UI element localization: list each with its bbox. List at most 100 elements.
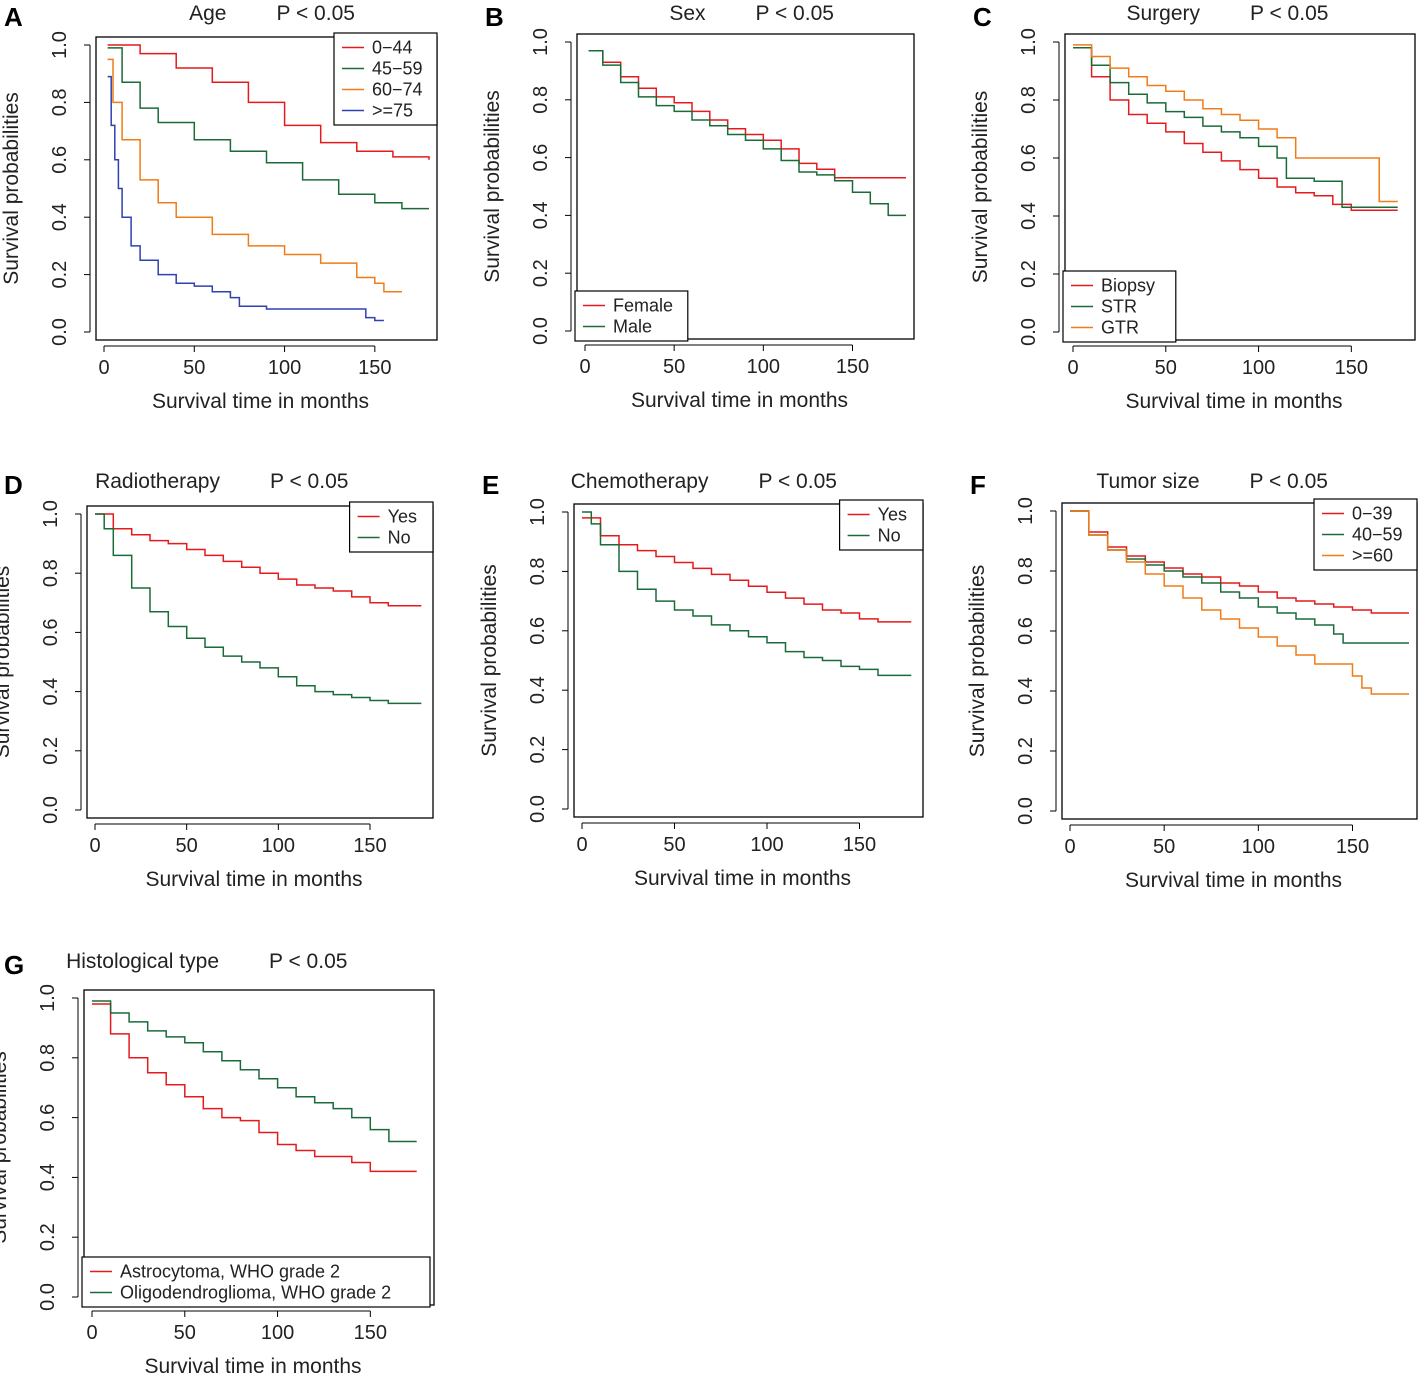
p-value-label: P < 0.05: [1250, 2, 1328, 25]
y-tick-label: 0.2: [49, 261, 71, 289]
panel-letter: F: [970, 470, 986, 500]
plot-frame: [86, 505, 434, 819]
panel-title: Surgery: [1126, 2, 1200, 25]
y-tick-label: 0.2: [37, 1223, 59, 1251]
plot-frame: [573, 503, 924, 818]
y-tick-label: 0.0: [1018, 318, 1040, 346]
p-value-label: P < 0.05: [269, 950, 347, 973]
x-tick-label: 50: [183, 357, 205, 379]
panel-title: Chemotherapy: [571, 470, 709, 493]
y-axis-title: Survival probabilities: [0, 1051, 11, 1244]
x-tick-label: 100: [1242, 357, 1275, 379]
legend-label: 0−39: [1352, 504, 1393, 524]
plot-frame: [1064, 33, 1416, 341]
km-panel-f: F Tumor size P < 0.05 0 50 100 150 Survival tim…: [966, 470, 1418, 892]
y-tick-label: 0.2: [530, 259, 552, 287]
y-tick-label: 0.0: [40, 796, 62, 824]
legend-label: Astrocytoma, WHO grade 2: [120, 1262, 340, 1282]
y-tick-label: 1.0: [530, 28, 552, 56]
survival-curve-1: [92, 1000, 417, 1143]
y-tick-label: 0.4: [530, 201, 552, 229]
panel-title: Sex: [669, 2, 706, 25]
legend-box: [349, 501, 434, 553]
panel-title: Age: [189, 2, 226, 25]
y-axis-title: Survival probabilities: [0, 92, 23, 285]
survival-curve-1: [95, 513, 422, 705]
plot-frame: [1061, 502, 1418, 820]
y-tick-label: 0.4: [1015, 677, 1037, 705]
y-tick-label: 0.0: [1015, 797, 1037, 825]
legend: Astrocytoma, WHO grade 2Oligodendrogliom…: [81, 1256, 431, 1308]
y-tick-label: 0.6: [527, 617, 549, 645]
x-tick-label: 100: [747, 356, 780, 378]
survival-curve-2: [107, 58, 402, 293]
plot-frame: [576, 33, 915, 340]
p-value-label: P < 0.05: [1250, 470, 1328, 493]
panel-letter: D: [4, 470, 23, 500]
y-axis-title: Survival probabilities: [0, 566, 14, 759]
legend-label: Yes: [388, 507, 417, 527]
y-tick-label: 0.2: [1015, 737, 1037, 765]
y-tick-label: 0.6: [37, 1104, 59, 1132]
y-tick-label: 0.8: [1018, 86, 1040, 114]
survival-curve-2: [1070, 510, 1409, 695]
y-tick-label: 0.8: [530, 86, 552, 114]
y-tick-label: 1.0: [1015, 497, 1037, 525]
x-tick-label: 100: [261, 1322, 294, 1344]
x-tick-label: 50: [176, 835, 198, 857]
legend-label: Male: [613, 317, 652, 337]
y-tick-label: 0.2: [527, 736, 549, 764]
y-tick-label: 1.0: [527, 498, 549, 526]
y-axis-title: Survival probabilities: [966, 565, 989, 758]
x-tick-label: 100: [268, 357, 301, 379]
survival-curve-0: [95, 513, 422, 607]
y-tick-label: 0.6: [49, 146, 71, 174]
y-tick-label: 1.0: [49, 31, 71, 59]
panel-letter: G: [4, 950, 24, 980]
y-tick-label: 1.0: [40, 500, 62, 528]
km-panel-g: G Histological type P < 0.05 0 50 100 150 Survi…: [0, 950, 435, 1378]
y-tick-label: 0.6: [530, 144, 552, 172]
y-tick-label: 1.0: [37, 984, 59, 1012]
survival-curve-3: [107, 75, 384, 322]
survival-curve-0: [1073, 47, 1398, 211]
y-tick-label: 0.6: [1018, 144, 1040, 172]
survival-curve-0: [588, 49, 906, 179]
x-tick-label: 0: [576, 834, 587, 856]
legend-label: >=75: [372, 101, 413, 121]
y-tick-label: 0.4: [1018, 202, 1040, 230]
x-axis-title: Survival time in months: [631, 389, 848, 412]
p-value-label: P < 0.05: [270, 470, 348, 493]
x-tick-label: 0: [86, 1322, 97, 1344]
panel-letter: A: [4, 2, 23, 32]
y-tick-label: 0.8: [527, 557, 549, 585]
y-axis-title: Survival probabilities: [969, 91, 992, 284]
x-tick-label: 100: [1242, 836, 1275, 858]
x-tick-label: 150: [1335, 357, 1368, 379]
legend-box: [574, 290, 689, 342]
x-axis-title: Survival time in months: [634, 867, 851, 890]
legend-label: STR: [1101, 297, 1137, 317]
x-tick-label: 0: [89, 835, 100, 857]
survival-curve-1: [1073, 47, 1398, 209]
x-tick-label: 0: [98, 357, 109, 379]
y-tick-label: 0.0: [49, 318, 71, 346]
panel-letter: B: [485, 2, 504, 32]
legend-label: 0−44: [372, 38, 413, 58]
panel-title: Radiotherapy: [95, 470, 220, 493]
y-tick-label: 0.0: [37, 1283, 59, 1311]
x-tick-label: 50: [663, 834, 685, 856]
y-tick-label: 0.6: [1015, 617, 1037, 645]
x-tick-label: 0: [1067, 357, 1078, 379]
y-tick-label: 1.0: [1018, 28, 1040, 56]
panel-title: Tumor size: [1096, 470, 1199, 493]
x-tick-label: 150: [843, 834, 876, 856]
legend-label: GTR: [1101, 318, 1139, 338]
km-panel-d: D Radiotherapy P < 0.05 0 50 100 150 Survival t…: [0, 470, 434, 891]
x-tick-label: 0: [579, 356, 590, 378]
